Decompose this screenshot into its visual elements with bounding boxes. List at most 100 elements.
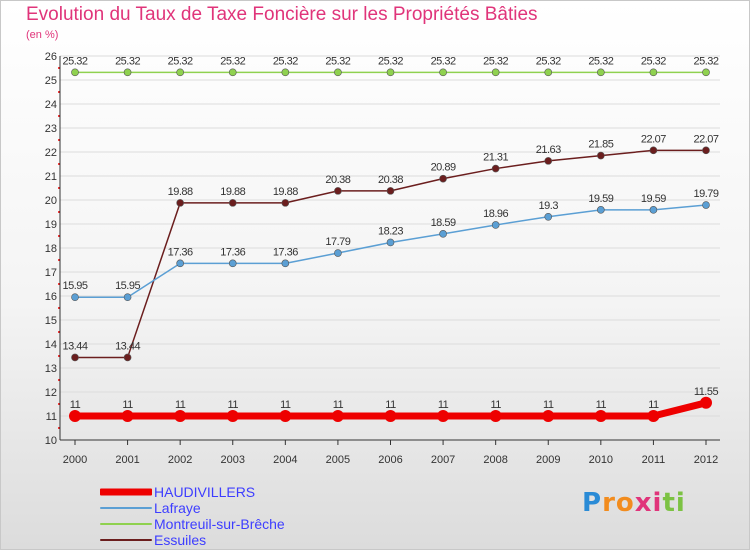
x-tick-label: 2004: [273, 454, 297, 466]
data-label-essuiles: 19.88: [168, 186, 193, 198]
point-montreuil-sur-br-che: [71, 68, 79, 77]
data-label-haudivillers: 11: [122, 399, 133, 411]
point-lafraye: [386, 238, 395, 247]
data-label-essuiles: 22.07: [641, 133, 666, 145]
y-tick-label: 10: [45, 435, 57, 447]
point-haudivillers: [279, 410, 292, 422]
logo-letter: x: [634, 488, 653, 518]
y-tick-label: 13: [45, 363, 57, 375]
point-lafraye: [123, 293, 132, 302]
x-tick-label: 2008: [483, 454, 507, 466]
data-label-essuiles: 19.88: [273, 186, 298, 198]
y-tick-label: 18: [45, 243, 57, 255]
data-label-lafraye: 19.79: [693, 188, 718, 200]
data-label-essuiles: 19.88: [220, 186, 245, 198]
x-tick-label: 2010: [589, 454, 613, 466]
point-essuiles: [702, 146, 710, 155]
legend-label-essuiles: Essuiles: [154, 532, 207, 548]
data-label-essuiles: 13.44: [115, 340, 140, 352]
point-lafraye: [334, 249, 342, 257]
data-label-lafraye: 18.23: [378, 225, 403, 237]
data-label-haudivillers: 11.55: [694, 386, 719, 398]
point-essuiles: [491, 164, 500, 173]
point-montreuil-sur-br-che: [334, 68, 342, 77]
data-label-essuiles: 20.89: [431, 162, 456, 174]
data-label-montreuil-sur-br-che: 25.32: [431, 55, 456, 67]
data-label-montreuil-sur-br-che: 25.32: [62, 55, 87, 67]
x-tick-label: 2005: [326, 454, 350, 466]
data-label-haudivillers: 11: [596, 399, 607, 411]
data-label-lafraye: 15.95: [115, 280, 140, 292]
data-label-lafraye: 19.59: [641, 193, 666, 205]
data-label-montreuil-sur-br-che: 25.32: [168, 55, 193, 67]
point-montreuil-sur-br-che: [439, 68, 447, 77]
legend-swatch-haudivillers: [100, 488, 152, 496]
x-tick-label: 2000: [63, 454, 87, 466]
point-haudivillers: [384, 410, 397, 422]
x-tick-label: 2007: [431, 454, 455, 466]
data-label-haudivillers: 11: [543, 399, 554, 411]
point-lafraye: [439, 230, 447, 238]
point-essuiles: [176, 199, 184, 207]
point-essuiles: [71, 353, 79, 362]
point-haudivillers: [437, 410, 450, 422]
logo-letter: r: [602, 488, 616, 518]
y-tick-label: 25: [45, 75, 57, 87]
data-label-montreuil-sur-br-che: 25.32: [588, 55, 613, 67]
data-label-montreuil-sur-br-che: 25.32: [325, 55, 350, 67]
point-essuiles: [334, 187, 342, 195]
point-lafraye: [228, 259, 237, 268]
data-label-montreuil-sur-br-che: 25.32: [536, 55, 561, 67]
point-montreuil-sur-br-che: [702, 68, 710, 77]
legend-label-haudivillers: HAUDIVILLERS: [154, 484, 256, 500]
legend-label-montreuil: Montreuil-sur-Brêche: [154, 516, 285, 532]
legend-label-lafraye: Lafraye: [154, 500, 201, 516]
point-montreuil-sur-br-che: [544, 68, 553, 77]
data-label-lafraye: 19.59: [588, 193, 613, 205]
x-tick-label: 2012: [694, 454, 718, 466]
point-essuiles: [544, 157, 553, 165]
logo-letter: i: [652, 488, 663, 518]
point-montreuil-sur-br-che: [176, 68, 184, 77]
data-label-essuiles: 20.38: [325, 174, 350, 186]
data-label-essuiles: 20.38: [378, 174, 403, 186]
point-haudivillers: [174, 410, 187, 422]
data-label-montreuil-sur-br-che: 25.32: [483, 55, 508, 67]
data-label-haudivillers: 11: [490, 399, 501, 411]
point-essuiles: [281, 199, 290, 207]
point-lafraye: [702, 201, 710, 209]
point-haudivillers: [226, 410, 239, 422]
y-tick-label: 19: [45, 219, 57, 231]
point-haudivillers: [121, 410, 134, 422]
data-label-lafraye: 18.59: [431, 217, 456, 229]
logo-letter: t: [662, 488, 676, 518]
y-tick-label: 11: [46, 411, 57, 423]
point-haudivillers: [489, 410, 502, 422]
data-label-essuiles: 21.85: [588, 139, 613, 151]
data-label-montreuil-sur-br-che: 25.32: [693, 55, 718, 67]
unit-label: (en %): [26, 29, 59, 41]
data-label-haudivillers: 11: [385, 399, 396, 411]
data-label-essuiles: 21.63: [536, 144, 561, 156]
y-tick-label: 17: [45, 267, 57, 279]
point-haudivillers: [542, 410, 555, 422]
point-lafraye: [649, 206, 658, 214]
point-haudivillers: [647, 410, 660, 422]
x-tick-label: 2001: [115, 454, 139, 466]
point-essuiles: [439, 174, 447, 183]
legend-swatch-essuiles: [100, 539, 152, 541]
legend-swatch-lafraye: [100, 507, 152, 509]
data-label-lafraye: 19.3: [539, 200, 559, 212]
point-lafraye: [597, 206, 605, 214]
data-label-haudivillers: 11: [333, 399, 344, 411]
data-label-lafraye: 15.95: [62, 280, 87, 292]
x-tick-label: 2002: [168, 454, 192, 466]
data-label-lafraye: 17.79: [325, 236, 350, 248]
logo-letter: i: [675, 488, 686, 518]
point-essuiles: [649, 146, 658, 155]
data-label-haudivillers: 11: [70, 399, 81, 411]
data-label-lafraye: 17.36: [168, 246, 193, 258]
point-lafraye: [71, 293, 79, 302]
point-montreuil-sur-br-che: [597, 68, 605, 77]
